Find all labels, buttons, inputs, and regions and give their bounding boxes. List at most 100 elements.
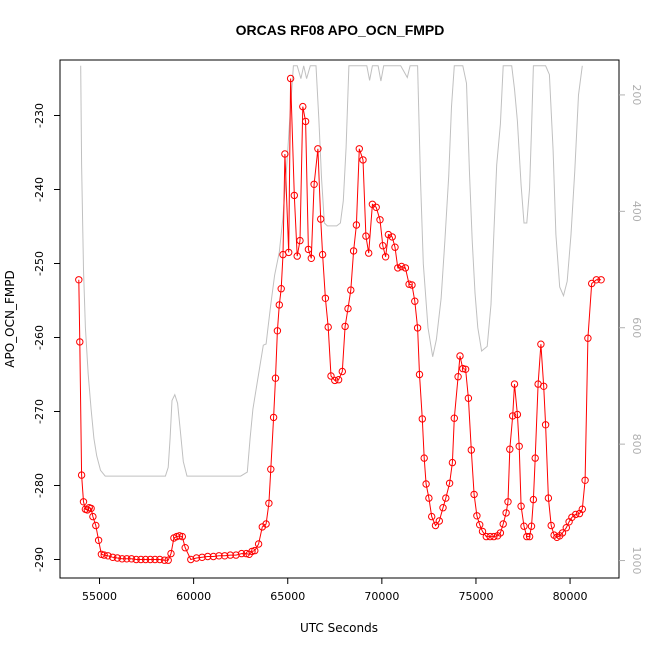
data-point <box>267 465 275 473</box>
data-point <box>394 264 402 272</box>
data-point <box>275 301 283 309</box>
data-point <box>87 504 95 513</box>
data-point <box>160 556 169 564</box>
data-point <box>151 555 159 564</box>
data-point <box>372 203 380 212</box>
y-tick-label: -290 <box>33 547 46 572</box>
data-point <box>517 502 525 510</box>
data-point <box>192 554 201 562</box>
data-point <box>307 254 315 262</box>
data-point <box>544 494 553 502</box>
data-point <box>459 364 467 373</box>
data-point <box>418 415 426 423</box>
data-point <box>391 243 399 251</box>
data-point <box>318 250 327 259</box>
data-point <box>439 504 447 512</box>
data-point <box>388 233 396 241</box>
data-point <box>299 102 307 111</box>
data-point <box>428 512 436 521</box>
data-point <box>314 145 322 153</box>
data-point <box>75 276 83 284</box>
data-point <box>578 505 586 513</box>
data-point <box>334 376 343 384</box>
right-y-tick-label: 800 <box>630 434 643 455</box>
x-tick-label: 55000 <box>82 590 117 603</box>
chart-title: ORCAS RF08 APO_OCN_FMPD <box>236 22 445 38</box>
data-point <box>132 555 140 564</box>
data-point <box>547 521 555 530</box>
data-point <box>269 413 278 422</box>
data-point <box>456 352 464 360</box>
data-point <box>502 509 510 517</box>
data-point <box>76 338 84 346</box>
data-point <box>384 230 393 239</box>
data-point <box>209 552 218 561</box>
data-point <box>301 117 310 126</box>
data-point <box>304 245 313 254</box>
data-point <box>109 553 117 561</box>
y-tick-label: -270 <box>33 399 46 424</box>
data-point <box>127 555 136 563</box>
data-point <box>137 555 145 564</box>
data-point <box>506 445 514 453</box>
data-point <box>473 512 481 520</box>
data-point <box>146 555 155 564</box>
data-point <box>541 421 550 429</box>
x-tick-label: 65000 <box>270 590 305 603</box>
right-y-tick-label: 600 <box>630 317 643 338</box>
x-axis-label: UTC Seconds <box>300 621 378 635</box>
data-point <box>324 323 332 331</box>
data-point <box>525 532 534 541</box>
data-point <box>359 156 367 164</box>
data-point <box>442 494 450 502</box>
data-point <box>572 510 580 519</box>
data-point <box>529 495 538 504</box>
data-point <box>113 554 122 562</box>
data-point <box>381 253 390 261</box>
data-point <box>281 150 289 158</box>
y-tick-label: -280 <box>33 473 46 498</box>
data-point <box>290 191 298 200</box>
data-point <box>562 524 570 532</box>
data-point <box>178 532 187 541</box>
data-point <box>344 304 352 313</box>
data-point <box>92 521 100 530</box>
data-point <box>349 247 358 255</box>
data-point <box>141 555 150 564</box>
data-point <box>509 412 517 420</box>
data-point <box>420 454 428 462</box>
data-point <box>445 479 454 487</box>
data-point <box>379 242 387 250</box>
data-point <box>327 372 335 380</box>
data-point <box>499 520 507 528</box>
data-point <box>293 252 301 260</box>
data-point <box>181 544 189 552</box>
data-point <box>341 322 349 331</box>
data-point <box>588 279 596 288</box>
data-point <box>221 552 229 560</box>
right-y-axis: 200 400 600 800 1000 <box>619 84 643 575</box>
data-point <box>448 458 457 467</box>
data-point <box>286 74 295 83</box>
x-tick-label: 70000 <box>364 590 399 603</box>
data-point <box>408 281 416 289</box>
data-point <box>89 512 97 521</box>
data-point <box>321 294 330 302</box>
data-point <box>401 264 410 272</box>
right-y-tick-label: 1000 <box>630 547 643 575</box>
data-point <box>504 498 512 506</box>
y-axis: -230 -240 -250 -260 -270 -280 -290 <box>33 103 60 572</box>
data-point <box>376 216 384 224</box>
y-axis-label: APO_OCN_FMPD <box>3 270 17 367</box>
data-point <box>226 551 235 559</box>
y-tick-label: -240 <box>33 177 46 202</box>
data-point <box>123 555 131 563</box>
data-point <box>100 551 108 559</box>
data-point <box>558 529 567 537</box>
right-axis-series-layer <box>80 65 583 477</box>
data-point <box>215 552 223 560</box>
data-point <box>425 494 433 502</box>
data-point <box>262 520 270 528</box>
data-point <box>478 527 487 536</box>
